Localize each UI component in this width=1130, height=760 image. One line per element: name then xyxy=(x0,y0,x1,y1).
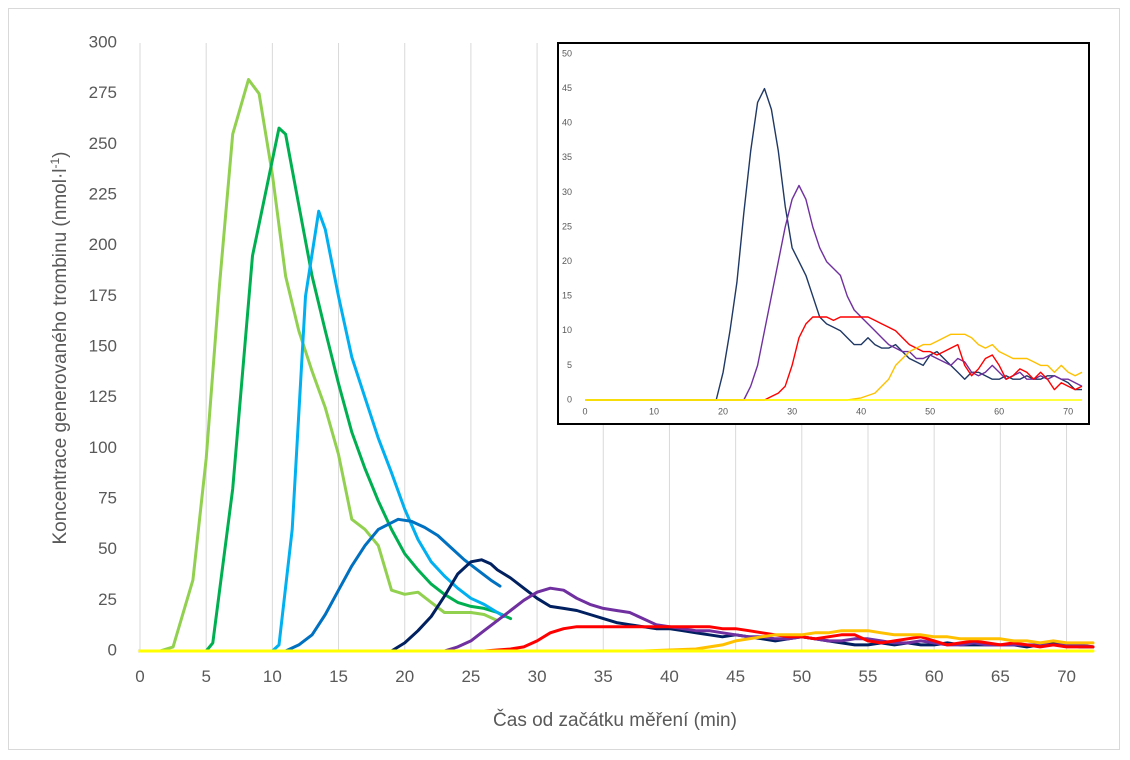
inset-y-tick-labels: 0 5 10 15 20 25 30 35 40 45 50 xyxy=(562,48,572,404)
main-series-group xyxy=(138,78,1095,653)
y-axis-title-close: ) xyxy=(50,152,71,158)
inset-series-line-4 xyxy=(585,333,1083,401)
inset-y-tick-label: 10 xyxy=(562,325,572,335)
main-y-tick-label: 150 xyxy=(89,336,117,355)
main-y-tick-label: 225 xyxy=(89,184,117,203)
y-axis-title-main: Koncentrace generovaného trombinu (nmol·… xyxy=(50,169,71,545)
y-axis-title-exponent: -1 xyxy=(48,158,62,169)
main-y-tick-label: 250 xyxy=(89,134,117,153)
main-x-tick-label: 25 xyxy=(461,667,480,686)
main-y-tick-label: 125 xyxy=(89,387,117,406)
main-series-line-2 xyxy=(138,126,513,653)
inset-frame xyxy=(557,42,1090,425)
main-y-tick-label: 275 xyxy=(89,83,117,102)
inset-x-tick-label: 50 xyxy=(925,406,935,416)
main-y-tick-label: 200 xyxy=(89,235,117,254)
main-x-tick-label: 5 xyxy=(201,667,210,686)
main-x-tick-labels: 0 5 10 15 20 25 30 35 40 45 50 55 60 65 70 xyxy=(135,667,1076,686)
inset-y-tick-label: 20 xyxy=(562,256,572,266)
inset-y-tick-label: 0 xyxy=(567,394,572,404)
inset-y-tick-label: 50 xyxy=(562,48,572,58)
inset-x-tick-label: 40 xyxy=(856,406,866,416)
inset-y-tick-label: 40 xyxy=(562,118,572,128)
inset-series-line-1 xyxy=(585,87,1082,401)
main-series-line-5 xyxy=(138,558,1095,653)
inset-y-tick-label: 15 xyxy=(562,291,572,301)
main-x-tick-label: 35 xyxy=(594,667,613,686)
inset-y-tick-label: 35 xyxy=(562,152,572,162)
main-y-tick-label: 0 xyxy=(108,640,117,659)
main-x-tick-label: 40 xyxy=(660,667,679,686)
main-x-tick-label: 10 xyxy=(263,667,282,686)
main-x-tick-label: 15 xyxy=(329,667,348,686)
main-x-tick-label: 30 xyxy=(528,667,547,686)
main-y-tick-label: 175 xyxy=(89,286,117,305)
main-x-tick-label: 70 xyxy=(1057,667,1076,686)
inset-y-tick-label: 30 xyxy=(562,187,572,197)
main-x-tick-label: 20 xyxy=(395,667,414,686)
inset-series-line-3 xyxy=(585,316,1083,401)
inset-y-tick-label: 5 xyxy=(567,360,572,370)
inset-chart: 0 10 20 30 40 50 60 70 0 5 10 15 20 25 30 35 40 45 50 xyxy=(557,42,1090,425)
inset-x-tick-label: 60 xyxy=(994,406,1004,416)
main-x-tick-label: 0 xyxy=(135,667,144,686)
main-y-tick-label: 300 xyxy=(89,32,117,51)
main-x-tick-label: 65 xyxy=(991,667,1010,686)
x-axis-title: Čas od začátku měření (min) xyxy=(493,709,737,731)
inset-y-tick-label: 25 xyxy=(562,221,572,231)
main-y-tick-label: 50 xyxy=(98,539,117,558)
inset-x-tick-label: 0 xyxy=(582,406,587,416)
inset-x-tick-label: 30 xyxy=(787,406,797,416)
main-x-tick-label: 50 xyxy=(792,667,811,686)
inset-y-tick-label: 45 xyxy=(562,83,572,93)
main-series-line-1 xyxy=(138,78,499,653)
main-y-tick-labels: 0 25 50 75 100 125 150 175 200 225 250 275 300 xyxy=(89,32,117,659)
inset-series-group xyxy=(585,87,1083,401)
main-y-tick-label: 25 xyxy=(98,590,117,609)
inset-x-tick-label: 10 xyxy=(649,406,659,416)
main-y-tick-label: 100 xyxy=(89,438,117,457)
main-series-line-3 xyxy=(138,209,506,653)
main-series-line-4 xyxy=(138,517,502,653)
inset-x-tick-labels: 0 10 20 30 40 50 60 70 xyxy=(582,406,1073,416)
inset-x-tick-label: 20 xyxy=(718,406,728,416)
main-x-tick-label: 45 xyxy=(726,667,745,686)
inset-x-tick-label: 70 xyxy=(1063,406,1073,416)
main-x-tick-label: 60 xyxy=(925,667,944,686)
main-y-tick-label: 75 xyxy=(98,488,117,507)
main-series-line-7 xyxy=(138,625,1095,653)
main-x-tick-label: 55 xyxy=(859,667,878,686)
y-axis-title: Koncentrace generovaného trombinu (nmol·… xyxy=(48,152,71,545)
main-series-line-8 xyxy=(138,629,1095,653)
